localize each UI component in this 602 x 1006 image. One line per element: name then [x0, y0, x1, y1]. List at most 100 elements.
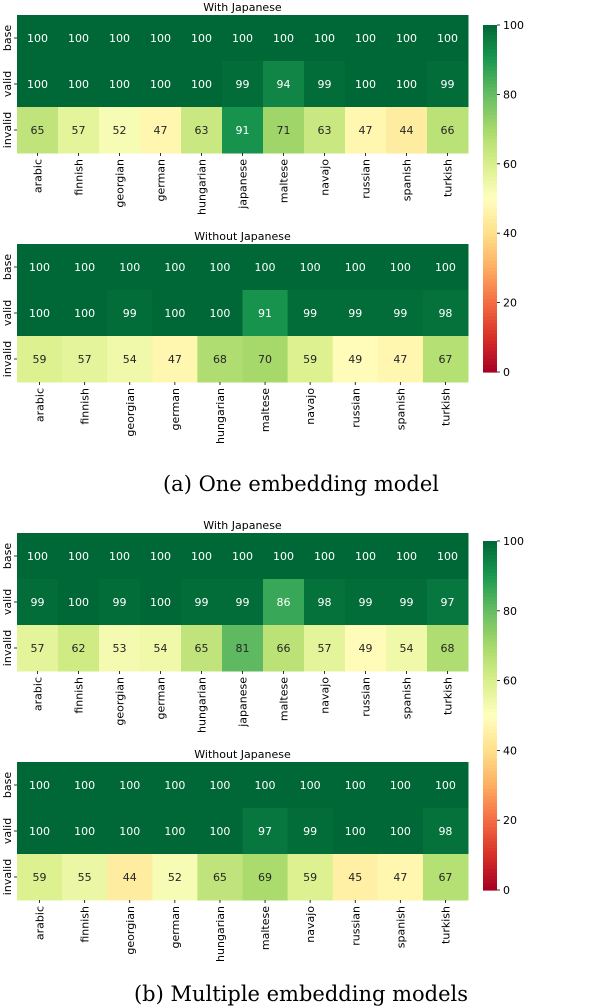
cell-value-label: 57: [31, 642, 45, 655]
column-label: navajo: [319, 159, 332, 196]
colorbar-segment: [483, 617, 497, 622]
cell-value-label: 47: [393, 871, 407, 884]
row-label: valid: [1, 71, 14, 97]
heatmap-cell: [332, 762, 379, 809]
row-label: valid: [1, 589, 14, 615]
column-label: georgian: [124, 906, 137, 955]
heatmap-cell: [140, 533, 182, 580]
colorbar-segment: [483, 66, 497, 71]
colorbar-segment: [483, 541, 497, 546]
colorbar-segment: [483, 160, 497, 165]
heatmap-cell: [422, 290, 469, 337]
colorbar-segment: [483, 153, 497, 158]
colorbar-segment: [483, 340, 497, 345]
colorbar-segment: [483, 816, 497, 821]
heatmap-cell: [222, 61, 264, 108]
heatmap-cell: [332, 244, 379, 291]
cell-value-label: 54: [400, 642, 414, 655]
heatmap-cell: [287, 808, 334, 855]
colorbar-segment: [483, 788, 497, 793]
heatmap-cell: [197, 244, 243, 291]
heatmap-cell: [304, 625, 346, 672]
heatmap-cell: [242, 244, 289, 291]
cell-value-label: 91: [258, 307, 272, 320]
colorbar-segment: [483, 25, 497, 30]
cell-value-label: 100: [164, 825, 185, 838]
cell-value-label: 100: [74, 779, 95, 792]
heatmap-cell: [287, 244, 334, 291]
heatmap-cell: [427, 579, 469, 626]
colorbar-segment: [483, 883, 497, 888]
cell-value-label: 100: [29, 825, 50, 838]
colorbar-segment: [483, 628, 497, 633]
colorbar-segment: [483, 80, 497, 85]
cell-value-label: 99: [195, 596, 209, 609]
colorbar-tick-label: 100: [503, 535, 524, 548]
column-label: spanish: [401, 159, 414, 201]
colorbar-segment: [483, 600, 497, 605]
colorbar-segment: [483, 684, 497, 689]
colorbar-segment: [483, 746, 497, 751]
heatmap-cell: [287, 854, 334, 901]
cell-value-label: 100: [150, 550, 171, 563]
heatmap-cell: [304, 15, 346, 62]
heatmap-cell: [222, 625, 264, 672]
colorbar-segment: [483, 579, 497, 584]
colorbar-segment: [483, 108, 497, 113]
heatmap-cell: [427, 625, 469, 672]
colorbar-segment: [483, 844, 497, 849]
column-label: turkish: [442, 677, 455, 715]
column-label: finnish: [79, 906, 92, 943]
heatmap-cell: [386, 533, 428, 580]
column-label: turkish: [439, 388, 452, 426]
cell-value-label: 100: [345, 825, 366, 838]
column-label: maltese: [278, 159, 291, 203]
heatmap-cell: [427, 107, 469, 154]
heatmap-cell: [345, 625, 387, 672]
colorbar-segment: [483, 823, 497, 828]
heatmap-cell: [99, 625, 141, 672]
colorbar-segment: [483, 285, 497, 290]
colorbar-segment: [483, 319, 497, 325]
heatmap-cell: [263, 61, 305, 108]
cell-value-label: 99: [348, 307, 362, 320]
colorbar-segment: [483, 582, 497, 587]
cell-value-label: 44: [400, 124, 414, 137]
colorbar-segment: [483, 774, 497, 779]
colorbar-segment: [483, 240, 497, 245]
cell-value-label: 100: [396, 32, 417, 45]
heatmap-cell: [377, 290, 424, 337]
cell-value-label: 99: [318, 78, 332, 91]
column-label: japanese: [237, 677, 250, 728]
cell-value-label: 47: [359, 124, 373, 137]
colorbar-segment: [483, 753, 497, 758]
colorbar-segment: [483, 652, 497, 657]
cell-value-label: 100: [396, 550, 417, 563]
heatmap-cell: [17, 625, 59, 672]
heatmap-cell: [62, 808, 108, 855]
cell-value-label: 100: [27, 550, 48, 563]
colorbar-segment: [483, 170, 497, 175]
heatmap-cell: [107, 244, 153, 291]
heatmap-title: Without Japanese: [194, 230, 291, 243]
colorbar-segment: [483, 260, 497, 266]
colorbar-segment: [483, 809, 497, 814]
cell-value-label: 68: [213, 353, 227, 366]
heatmap-cell: [152, 244, 198, 291]
colorbar-segment: [483, 313, 497, 318]
column-label: russian: [360, 159, 373, 199]
colorbar-segment: [483, 750, 497, 755]
cell-value-label: 62: [72, 642, 86, 655]
cell-value-label: 100: [355, 550, 376, 563]
cell-value-label: 49: [348, 353, 362, 366]
cell-value-label: 47: [154, 124, 168, 137]
colorbar-segment: [483, 358, 497, 363]
colorbar-segment: [483, 872, 497, 877]
colorbar-segment: [483, 271, 497, 276]
heatmap-cell: [427, 533, 469, 580]
colorbar-segment: [483, 316, 497, 321]
colorbar-segment: [483, 781, 497, 786]
heatmap-cell: [181, 107, 223, 154]
colorbar-segment: [483, 834, 497, 839]
heatmap-cell: [99, 61, 141, 108]
